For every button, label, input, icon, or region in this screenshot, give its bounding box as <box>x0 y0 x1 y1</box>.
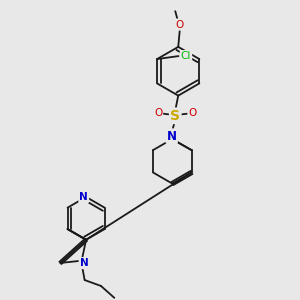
Text: Cl: Cl <box>181 51 191 61</box>
Text: O: O <box>154 108 162 118</box>
Text: N: N <box>80 258 88 268</box>
Text: N: N <box>79 192 88 202</box>
Text: S: S <box>170 109 180 123</box>
Text: O: O <box>176 20 184 30</box>
Text: N: N <box>167 130 177 142</box>
Text: O: O <box>188 108 196 118</box>
